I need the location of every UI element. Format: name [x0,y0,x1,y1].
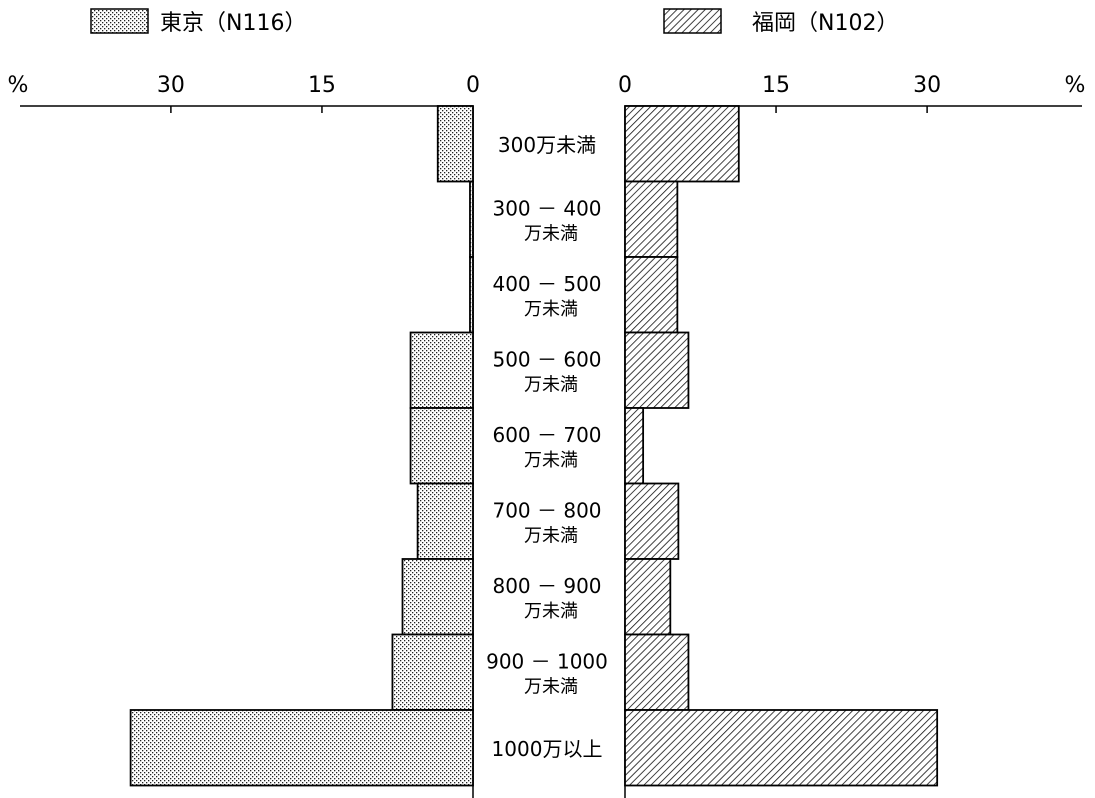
bar-fukuoka [624,180,679,258]
category-label-line1: 800 － 900 [492,574,601,598]
bar-fukuoka [624,633,690,711]
category-label-line2: 万未満 [524,676,578,697]
bar-fukuoka [624,256,679,334]
bar-fukuoka [624,407,645,485]
left-unit-label: % [8,73,29,98]
bar-fukuoka [624,482,680,560]
left-tick-label: 0 [466,73,480,98]
right-unit-label: % [1065,73,1086,98]
bars [129,105,939,787]
bar-tokyo [469,256,474,334]
category-label-line1: 500 － 600 [492,347,601,371]
bar-tokyo [401,558,474,636]
bar-fukuoka [624,331,690,409]
bar-tokyo [416,482,474,560]
bar-fukuoka [624,105,740,183]
legend-swatch-fukuoka [663,8,722,34]
category-label-line1: 300 － 400 [492,196,601,220]
category-label-line1: 900 － 1000 [486,649,608,673]
category-label-line2: 万未満 [524,525,578,546]
category-label-line2: 万未満 [524,374,578,395]
category-label-line1: 600 － 700 [492,423,601,447]
category-label-line2: 万未満 [524,223,578,244]
right-tick-label: 15 [762,73,790,98]
legend-swatch-tokyo [90,8,149,34]
bar-tokyo [469,180,474,258]
category-label-line1: 400 － 500 [492,272,601,296]
right-tick-label: 0 [618,73,632,98]
bar-fukuoka [624,558,672,636]
legend-label-fukuoka: 福岡（N102） [752,11,898,36]
bar-tokyo [129,709,474,787]
bar-tokyo [391,633,474,711]
left-tick-label: 30 [157,73,185,98]
bar-tokyo [436,105,474,183]
category-label-line2: 万未満 [524,299,578,320]
category-labels: 300万未満 300 － 400 万未満 400 － 500 万未満 500 － 600 万… [486,133,608,761]
legend: 東京（N116） 福岡（N102） [90,8,898,36]
right-tick-label: 30 [913,73,941,98]
left-tick-label: 15 [308,73,336,98]
category-label-line2: 万未満 [524,601,578,622]
bar-tokyo [409,331,474,409]
bar-fukuoka [624,709,939,787]
bar-tokyo [409,407,474,485]
legend-label-tokyo: 東京（N116） [160,11,306,36]
category-label-line1: 700 － 800 [492,498,601,522]
category-label: 300万未満 [498,133,596,157]
category-label: 1000万以上 [492,737,603,761]
category-label-line2: 万未満 [524,450,578,471]
